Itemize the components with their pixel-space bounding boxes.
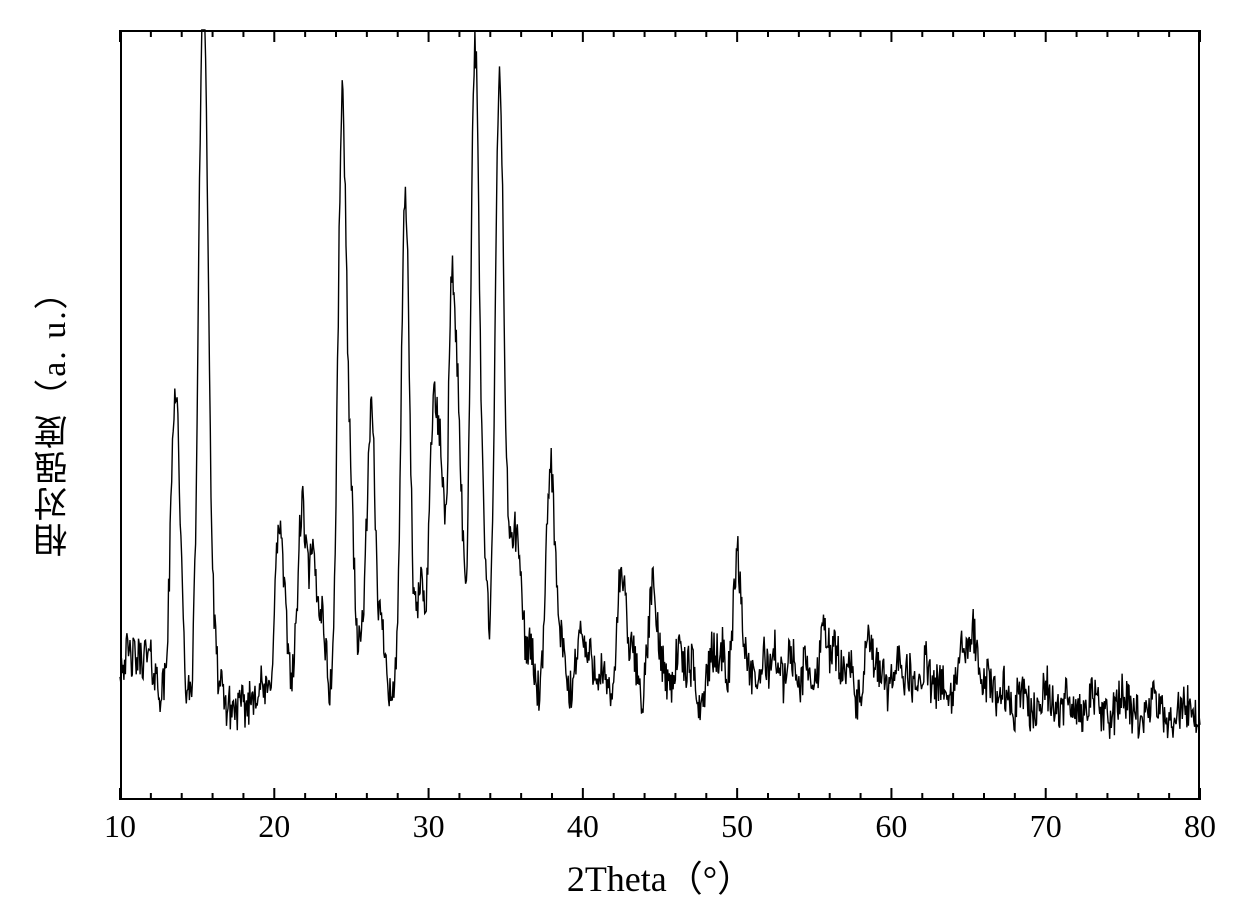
x-tick-label: 70 <box>1030 808 1062 845</box>
xrd-chart: 相对强度（a. u.） 2Theta（°） 10 20 30 40 50 60 70 80 <box>0 0 1240 909</box>
y-axis-label: 相对强度（a. u.） <box>30 273 79 557</box>
x-tick-label: 20 <box>258 808 290 845</box>
x-axis-label: 2Theta（°） <box>567 850 753 902</box>
chart-svg <box>0 0 1240 909</box>
x-tick-label: 50 <box>721 808 753 845</box>
x-tick-label: 30 <box>413 808 445 845</box>
x-tick-label: 80 <box>1184 808 1216 845</box>
x-tick-label: 10 <box>104 808 136 845</box>
xrd-trace <box>120 30 1200 739</box>
x-tick-label: 60 <box>875 808 907 845</box>
x-tick-label: 40 <box>567 808 599 845</box>
